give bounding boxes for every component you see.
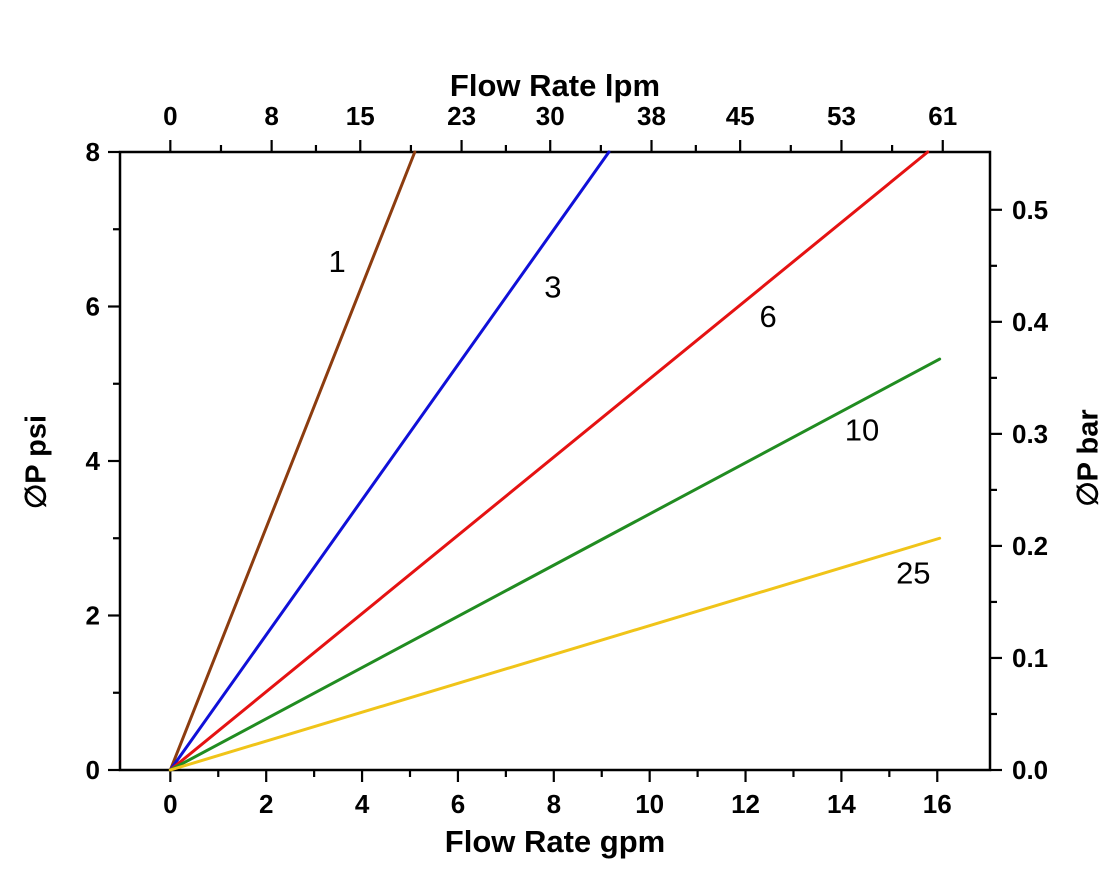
x-bottom-tick-label: 10 xyxy=(635,789,664,819)
plot-border xyxy=(118,150,992,772)
series-label-6: 6 xyxy=(759,299,776,334)
x-top-tick-label: 0 xyxy=(163,101,177,131)
x-top-tick-label: 8 xyxy=(264,101,278,131)
top-axis-title: Flow Rate lpm xyxy=(449,68,661,103)
y-right-tick-label: 0.2 xyxy=(1012,531,1048,561)
x-bottom-tick-label: 16 xyxy=(923,789,952,819)
x-top-tick-label: 61 xyxy=(928,101,957,131)
y-left-tick-label: 4 xyxy=(86,446,101,476)
series-line-10 xyxy=(168,357,942,772)
y-right-tick-label: 0.3 xyxy=(1012,419,1048,449)
series-line-25 xyxy=(168,536,942,772)
series-line-6 xyxy=(168,150,930,772)
y-right-tick-label: 0.0 xyxy=(1012,755,1048,785)
y-left-tick-label: 0 xyxy=(86,755,100,785)
y-right-tick-label: 0.1 xyxy=(1012,643,1048,673)
y-right-tick-label: 0.5 xyxy=(1012,195,1048,225)
x-bottom-tick-label: 8 xyxy=(547,789,561,819)
y-right-tick-label: 0.4 xyxy=(1012,307,1049,337)
series-line-1 xyxy=(168,150,417,772)
y-left-tick-label: 2 xyxy=(86,601,100,631)
series-label-25: 25 xyxy=(896,556,930,591)
x-bottom-tick-label: 14 xyxy=(827,789,856,819)
x-bottom-tick-label: 6 xyxy=(451,789,465,819)
bottom-axis-title: Flow Rate gpm xyxy=(444,824,666,859)
x-bottom-tick-label: 0 xyxy=(163,789,177,819)
y-left-tick-label: 6 xyxy=(86,292,100,322)
series-label-1: 1 xyxy=(329,244,346,279)
x-top-tick-label: 15 xyxy=(346,101,375,131)
x-bottom-tick-label: 12 xyxy=(731,789,760,819)
series-label-10: 10 xyxy=(845,413,879,448)
x-bottom-tick-label: 2 xyxy=(259,789,273,819)
x-bottom-tick-label: 4 xyxy=(355,789,370,819)
y-left-tick-label: 8 xyxy=(86,137,100,167)
x-top-tick-label: 53 xyxy=(827,101,856,131)
x-top-tick-label: 23 xyxy=(447,101,476,131)
series-label-3: 3 xyxy=(544,270,561,305)
x-top-tick-label: 30 xyxy=(536,101,565,131)
series-line-3 xyxy=(168,150,611,772)
x-top-tick-label: 45 xyxy=(726,101,755,131)
x-top-tick-label: 38 xyxy=(637,101,666,131)
